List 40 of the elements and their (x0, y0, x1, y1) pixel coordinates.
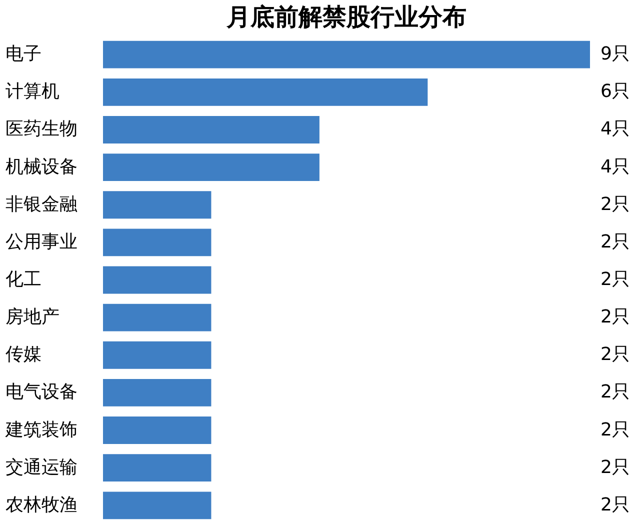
chart-title: 月底前解禁股行业分布 (226, 3, 466, 31)
data-label: 2只 (600, 231, 630, 252)
data-label: 2只 (600, 269, 630, 290)
data-label: 2只 (600, 344, 630, 366)
y-tick-label: 公用事业 (6, 231, 78, 252)
data-label: 2只 (600, 456, 630, 478)
y-tick-label: 非银金融 (6, 194, 78, 215)
y-tick-label: 计算机 (6, 81, 60, 102)
bar (103, 154, 320, 182)
bar (103, 40, 590, 68)
y-tick-label: 传媒 (6, 344, 42, 366)
y-tick-label: 化工 (6, 269, 42, 290)
bar (103, 341, 212, 369)
data-label: 4只 (600, 118, 630, 140)
bar (103, 78, 428, 106)
data-label: 2只 (600, 494, 630, 516)
bar (103, 492, 212, 520)
y-tick-label: 电子 (6, 44, 42, 65)
bar (103, 266, 212, 294)
bar (103, 304, 212, 332)
data-label: 2只 (600, 419, 630, 440)
bar (103, 454, 212, 482)
y-tick-label: 农林牧渔 (6, 494, 78, 516)
data-label: 2只 (600, 194, 630, 215)
y-tick-label: 房地产 (6, 306, 60, 328)
bar (103, 416, 212, 444)
bar (103, 228, 212, 256)
bar (103, 191, 212, 219)
y-tick-label: 医药生物 (6, 118, 78, 140)
bar (103, 116, 320, 144)
y-tick-label: 建筑装饰 (4, 419, 78, 440)
y-tick-label: 电气设备 (6, 382, 78, 403)
y-tick-label: 机械设备 (6, 156, 78, 178)
bar (103, 378, 212, 406)
data-label: 4只 (600, 156, 630, 178)
data-label: 6只 (600, 81, 630, 102)
y-tick-label: 交通运输 (6, 456, 78, 478)
data-label: 9只 (600, 44, 630, 65)
data-label: 2只 (600, 382, 630, 403)
data-label: 2只 (600, 306, 630, 328)
